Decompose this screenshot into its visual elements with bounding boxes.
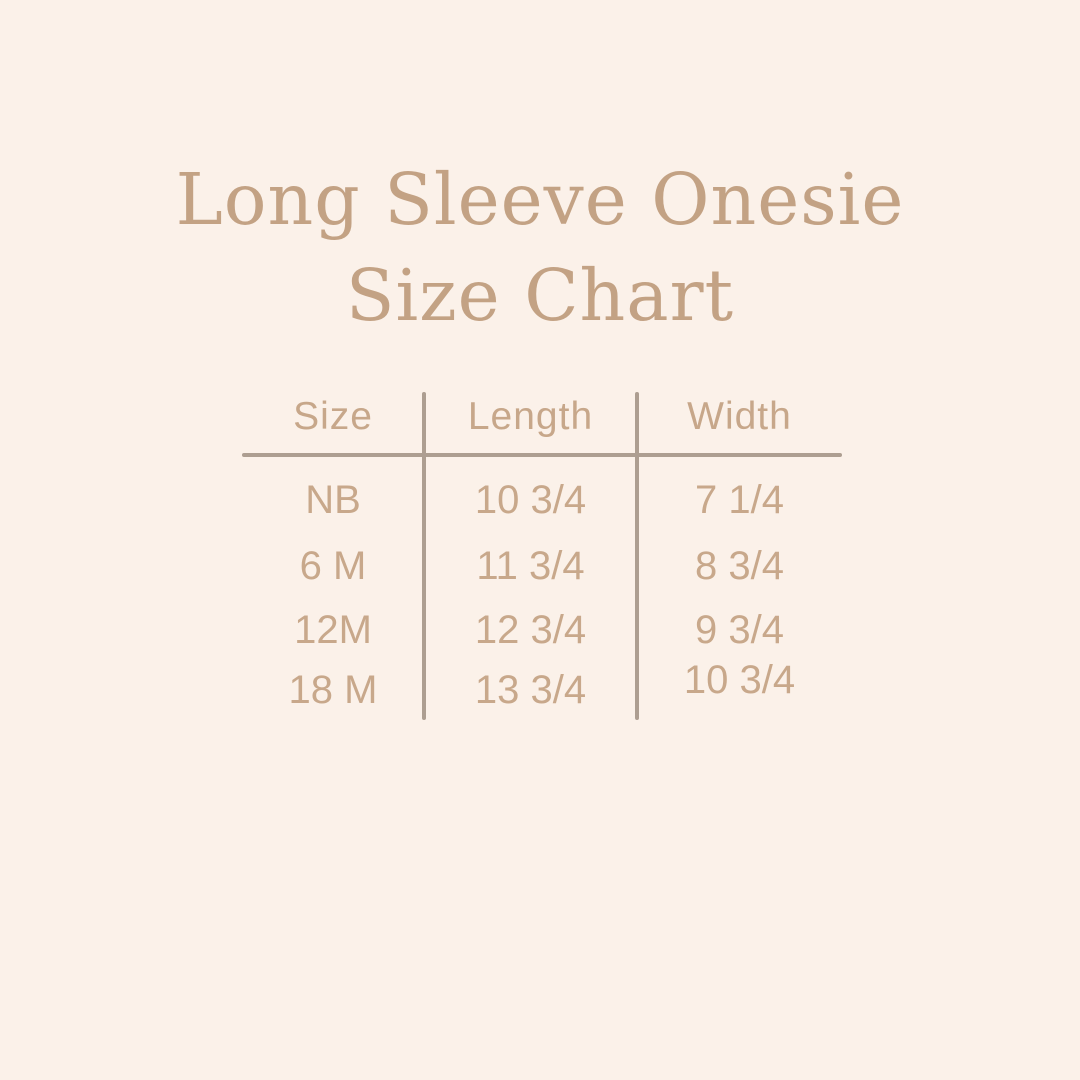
column-divider-2 [635,392,639,720]
table-header-row: Size Length Width [242,385,842,449]
size-value: NB [305,477,361,522]
header-rule [242,453,842,457]
column-header-width: Width [687,395,792,438]
width-value: 8 3/4 [695,543,784,588]
table-row: NB 10 3/4 7 1/4 [242,470,842,530]
title-line-1: Long Sleeve Onesie [175,158,905,241]
length-value: 11 3/4 [476,543,585,588]
column-header-size: Size [293,395,373,438]
width-value: 9 3/4 [695,607,784,652]
length-value: 10 3/4 [474,477,587,522]
size-value: 12M [294,607,372,652]
width-value: 7 1/4 [695,477,784,522]
table-row: 12M 12 3/4 9 3/4 [242,600,842,660]
table-row: 6 M 11 3/4 8 3/4 [242,536,842,596]
column-header-length: Length [467,395,594,438]
width-value: 10 3/4 [683,657,796,702]
length-value: 12 3/4 [474,607,587,652]
size-value: 18 M [288,667,378,712]
size-value: 6 M [299,543,367,588]
column-divider-1 [422,392,426,720]
length-value: 13 3/4 [474,667,587,712]
page-title: Long Sleeve Onesie Size Chart [0,152,1080,344]
title-line-2: Size Chart [345,254,735,337]
size-chart-table: Size Length Width NB 10 3/4 7 1/4 6 M 11… [242,385,842,725]
table-row: 18 M 13 3/4 10 3/4 [242,657,842,720]
